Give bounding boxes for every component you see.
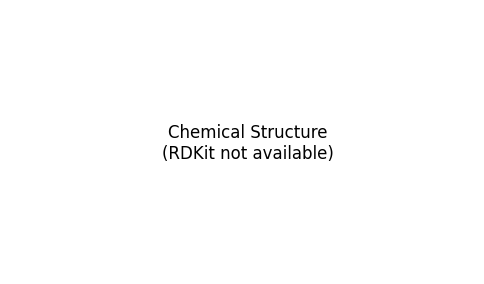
Text: Chemical Structure
(RDKit not available): Chemical Structure (RDKit not available) [162,124,334,163]
